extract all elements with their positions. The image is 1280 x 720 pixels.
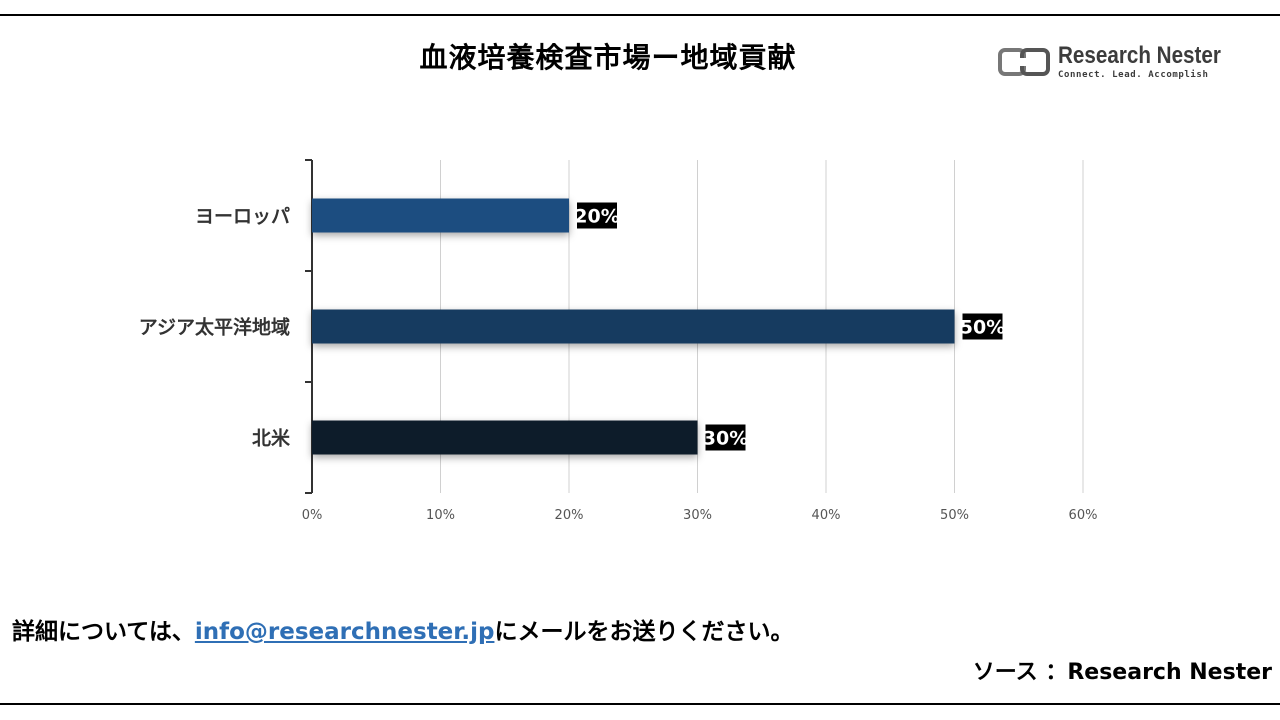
x-tick-label: 40% [812, 508, 841, 523]
bar [312, 309, 955, 344]
footer-suffix: にメールをお送りください。 [494, 619, 794, 645]
footer-contact-note: 詳細については、info@researchnester.jpにメールをお送りくだ… [12, 612, 793, 646]
data-label-box [577, 202, 617, 229]
logo-tagline: Connect. Lead. Accomplish [1058, 70, 1209, 80]
bar [312, 198, 569, 233]
page-title: 血液培養検査市場ー地域貢献 [419, 41, 797, 74]
source-credit: ソース ：Research Nester [972, 660, 1272, 685]
category-label: ヨーロッパ [195, 206, 290, 228]
research-nester-logo: Research Nester Connect. Lead. Accomplis… [998, 42, 1228, 82]
data-label-box [705, 424, 746, 451]
x-tick-label: 20% [555, 508, 584, 523]
bar [312, 420, 698, 455]
x-tick-label: 50% [940, 508, 969, 523]
x-tick-label: 10% [426, 508, 455, 523]
x-tick-label: 0% [302, 508, 323, 523]
bottom-rule [0, 703, 1280, 705]
logo-name: Research Nester [1058, 42, 1221, 69]
category-label: 北米 [252, 427, 291, 450]
logo-mark-icon [998, 48, 1050, 76]
category-label: アジア太平洋地域 [139, 316, 290, 339]
email-link[interactable]: info@researchnester.jp [194, 619, 495, 645]
data-label-box [962, 313, 1003, 340]
x-tick-label: 60% [1069, 508, 1098, 523]
x-tick-label: 30% [683, 508, 712, 523]
footer-prefix: 詳細については、 [12, 619, 195, 645]
bar-chart: 0% 10% 20% 30% 40% 50% 60% ヨーロッパ 20% アジア太平洋地域 50% 北… [139, 159, 1098, 523]
data-label: 30% [703, 428, 748, 450]
data-label: 20% [574, 206, 619, 228]
data-label: 50% [960, 317, 1005, 339]
top-rule [0, 14, 1280, 16]
